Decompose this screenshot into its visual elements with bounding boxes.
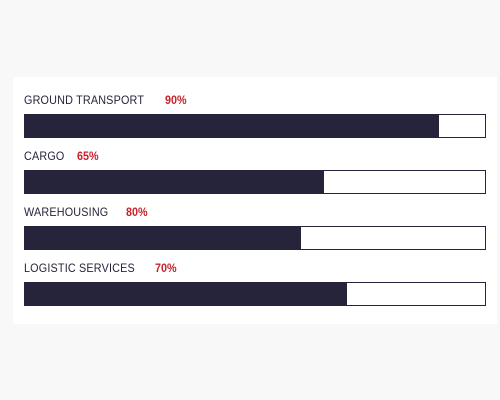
progress-bar-fill [25, 227, 301, 249]
skill-warehousing: WAREHOUSING 80% [24, 204, 486, 250]
skill-label: GROUND TRANSPORT [24, 93, 145, 107]
skill-header: CARGO 65% [24, 148, 486, 164]
progress-bar-track [24, 114, 486, 138]
progress-bar-fill [25, 283, 347, 305]
skill-label: LOGISTIC SERVICES [24, 261, 135, 275]
skill-percent: 65% [77, 149, 99, 163]
skill-logistic-services: LOGISTIC SERVICES 70% [24, 260, 486, 306]
skill-percent: 80% [125, 205, 148, 219]
skill-header: GROUND TRANSPORT 90% [24, 92, 486, 108]
skill-label: WAREHOUSING [24, 205, 109, 219]
skill-header: LOGISTIC SERVICES 70% [24, 260, 486, 276]
progress-bar-fill [25, 171, 324, 193]
skills-panel: GROUND TRANSPORT 90% CARGO 65% WAREHOUSI… [13, 77, 497, 324]
skill-percent: 90% [165, 93, 188, 107]
progress-bar-track [24, 170, 486, 194]
skill-label: CARGO [24, 149, 65, 163]
progress-bar-track [24, 226, 486, 250]
skill-percent: 70% [155, 261, 177, 275]
skill-header: WAREHOUSING 80% [24, 204, 486, 220]
progress-bar-fill [25, 115, 439, 137]
skill-ground-transport: GROUND TRANSPORT 90% [24, 92, 486, 138]
skill-cargo: CARGO 65% [24, 148, 486, 194]
progress-bar-track [24, 282, 486, 306]
